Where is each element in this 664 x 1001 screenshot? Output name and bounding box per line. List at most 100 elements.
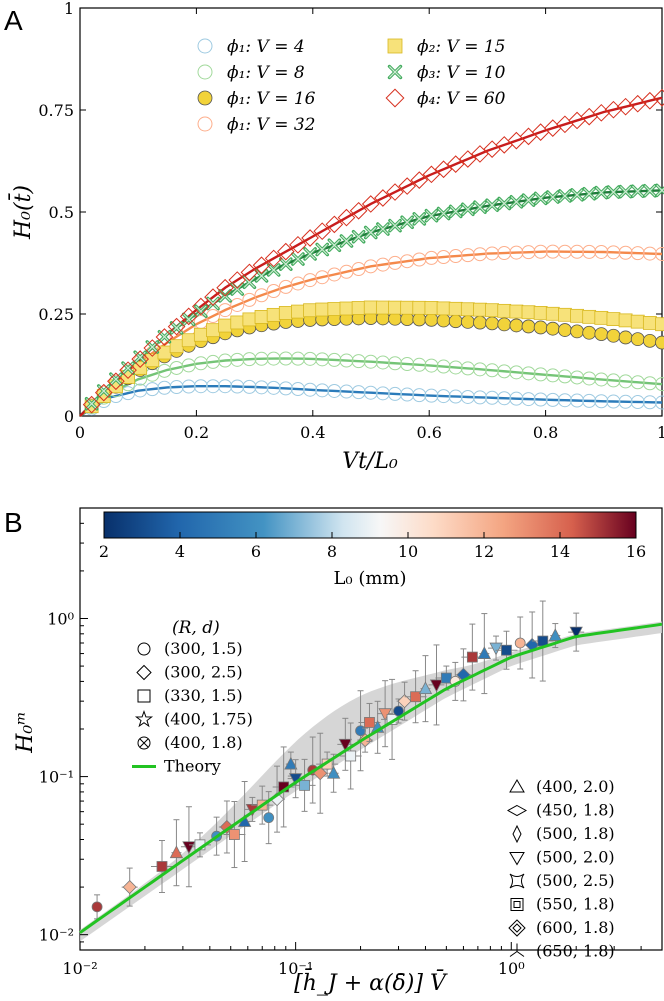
- marker-circle: [363, 259, 378, 274]
- marker-circle: [630, 395, 645, 410]
- marker-cross-inner: [559, 190, 571, 202]
- legend-left-item: (330, 1.5): [137, 686, 243, 705]
- marker-cross-inner: [413, 213, 425, 225]
- marker-diamond: [131, 350, 150, 368]
- data-point: [548, 623, 562, 649]
- marker-circle: [557, 393, 572, 408]
- marker-square: [206, 323, 220, 338]
- marker-cross-inner: [243, 276, 256, 288]
- colorbar-tick-label: 8: [327, 542, 337, 561]
- marker-diamond: [252, 256, 271, 275]
- marker-cross-inner: [583, 188, 595, 200]
- marker-cross-inner: [377, 223, 389, 235]
- marker-circle: [263, 812, 275, 824]
- legend-item-6: ϕ₃: V = 10: [387, 63, 506, 83]
- marker-circle: [339, 384, 354, 399]
- data-point: [293, 758, 316, 812]
- marker-circle: [193, 356, 208, 371]
- legend-item-4: ϕ₁: V = 32: [197, 115, 316, 135]
- marker-diamond: [301, 229, 319, 247]
- legend-marker-circle: [137, 642, 151, 656]
- marker-circle: [315, 352, 330, 367]
- marker-circle: [570, 393, 585, 408]
- panel-a-xtick-label: 0.4: [300, 423, 325, 442]
- marker-circle-filled: [424, 312, 439, 327]
- marker-circle: [509, 245, 524, 260]
- data-point: [418, 655, 433, 723]
- marker-circle: [618, 394, 633, 409]
- marker-cross-inner: [474, 201, 486, 213]
- marker-circle: [594, 394, 609, 409]
- data-point: [495, 630, 518, 670]
- marker-diamond: [374, 189, 392, 207]
- marker-circle: [315, 383, 330, 398]
- panel-a-plot: 0 0.2 0.4 0.6 0.8 100.250.50.751 ϕ₁: V = 4ϕ₁:…: [38, 0, 664, 442]
- marker-circle: [388, 255, 403, 270]
- marker-circle: [582, 371, 597, 386]
- fit-line-series-4: [79, 250, 663, 417]
- data-point: [428, 644, 445, 726]
- marker-cross-inner: [389, 220, 401, 232]
- legend-item-7: ϕ₄: V = 60: [385, 88, 506, 109]
- marker-square: [521, 305, 536, 320]
- marker-circle: [242, 379, 257, 394]
- marker-cross-inner: [522, 194, 535, 206]
- marker-square: [375, 300, 390, 315]
- marker-circle-filled: [558, 323, 572, 337]
- legend-right-label: (550, 1.8): [536, 895, 615, 914]
- panel-a-ytick-label: 0.75: [38, 101, 74, 120]
- data-point: [312, 732, 329, 814]
- legend-left-label: (400, 1.75): [164, 710, 253, 729]
- marker-circle: [545, 368, 560, 383]
- marker-diamond: [94, 383, 113, 402]
- legend-marker-diamond: [136, 664, 152, 681]
- marker-circle-filled: [509, 318, 524, 333]
- marker-circle: [642, 246, 657, 261]
- marker-circle: [254, 288, 269, 303]
- marker-circle: [460, 361, 475, 376]
- marker-circle: [436, 359, 451, 374]
- marker-cross-inner: [450, 205, 462, 218]
- marker-circle: [630, 246, 645, 261]
- markers-series-6: [84, 183, 664, 411]
- panel-b-data-points: [91, 600, 585, 920]
- marker-cross-inner: [547, 191, 559, 203]
- marker-cross-inner: [304, 248, 316, 260]
- fit-line-series-2: [79, 357, 663, 417]
- legend-marker-double-diamond: [508, 919, 526, 937]
- marker-circle: [618, 374, 633, 389]
- panel-a-xtick-label: 0.6: [416, 423, 441, 442]
- data-point: [488, 635, 505, 661]
- legend-left-item: (300, 1.5): [137, 639, 243, 658]
- marker-square: [558, 307, 572, 322]
- marker-square: [642, 316, 657, 330]
- marker-cross-inner: [328, 239, 340, 251]
- marker-triangle-down: [489, 642, 503, 656]
- marker-circle: [460, 389, 475, 404]
- marker-circle-filled: [412, 312, 427, 327]
- marker-square: [254, 310, 269, 324]
- marker-circle: [521, 392, 536, 407]
- marker-diamond: [167, 317, 186, 336]
- marker-circle: [642, 395, 657, 410]
- data-point: [263, 791, 275, 845]
- markers-series-7: [82, 88, 664, 414]
- legend-marker-pinched-square: [509, 873, 525, 889]
- legend-left-label: (300, 2.5): [164, 663, 243, 682]
- panel-b-plot: 10⁻² 10⁻¹ 10⁰ 10⁻² 10⁻¹ 10⁰ 2 4 6 8 10 12 14 16 (R, …: [39, 507, 663, 978]
- legend-item-1: ϕ₁: V = 4: [197, 37, 305, 57]
- data-point: [514, 616, 526, 670]
- legend-right-label: (500, 2.0): [536, 848, 615, 867]
- marker-circle: [642, 376, 657, 391]
- marker-square: [388, 300, 402, 315]
- legend-right-item: (450, 1.8): [506, 801, 615, 820]
- marker-diamond: [240, 263, 259, 282]
- marker-triangle-up: [548, 628, 562, 641]
- marker-diamond: [410, 171, 429, 189]
- panel-a-ytick-label: 0.5: [49, 203, 74, 222]
- marker-circle: [290, 351, 305, 366]
- panel-a-xtick-label: 0: [75, 423, 85, 442]
- marker-circle: [497, 364, 512, 379]
- marker-circle: [375, 257, 390, 272]
- marker-diamond: [228, 271, 247, 289]
